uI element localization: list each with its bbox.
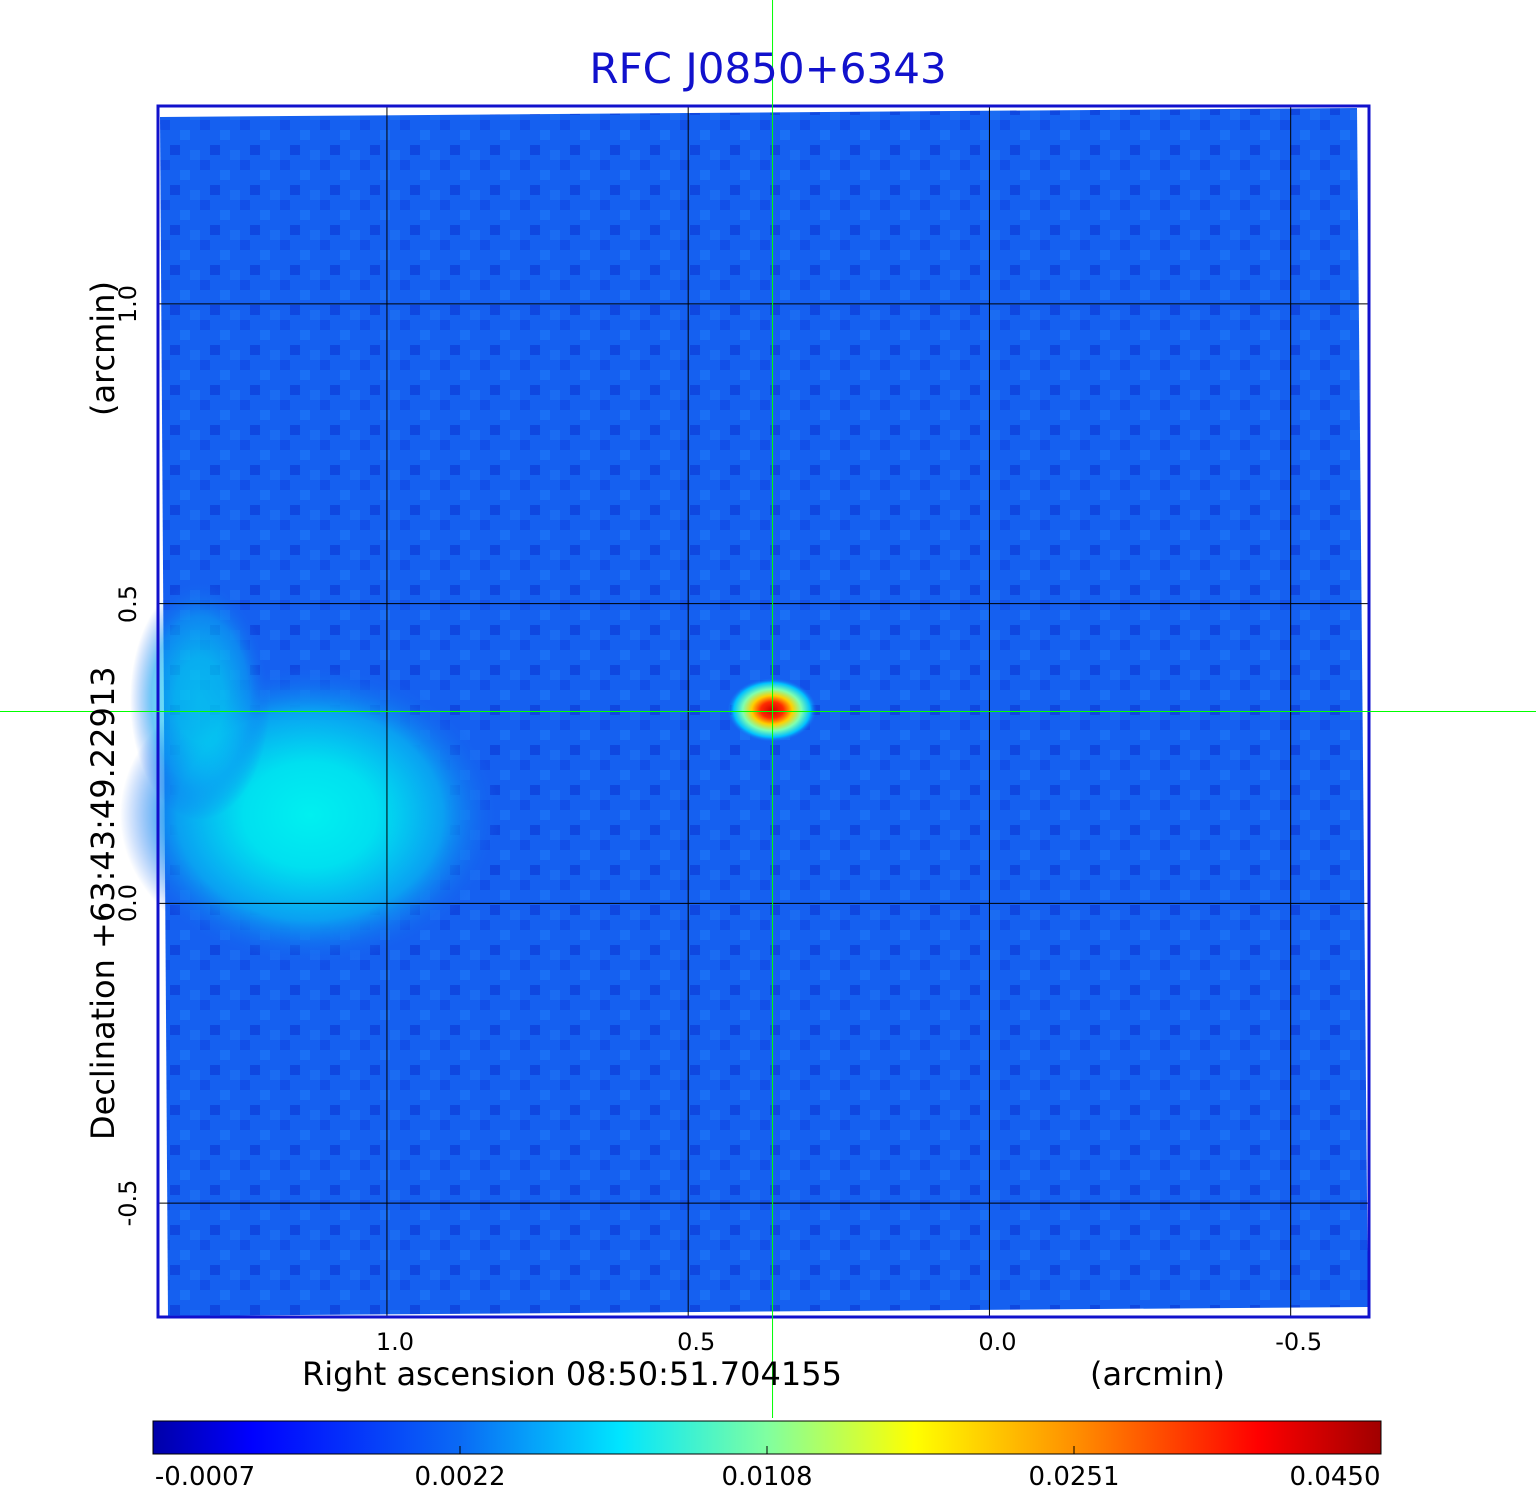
y-tick-label: -0.5 (114, 1179, 142, 1227)
y-tick-label: 1.0 (114, 284, 142, 323)
x-tick-label: 0.0 (978, 1328, 1017, 1356)
chart-title: RFC J0850+6343 (589, 44, 947, 93)
grid-lines (158, 106, 1369, 1317)
x-tick-label: 1.0 (375, 1328, 415, 1356)
colorbar-tick-label: 0.0022 (414, 1462, 506, 1492)
colorbar-tick-label: -0.0007 (154, 1462, 256, 1492)
y-tick-label: 0.5 (114, 584, 142, 623)
extended-emission-tail (130, 580, 270, 820)
x-tick-label: 0.5 (677, 1328, 716, 1356)
x-axis-unit: (arcmin) (1090, 1355, 1225, 1393)
x-axis-label: Right ascension 08:50:51.704155 (302, 1355, 842, 1393)
colorbar-ticks (152, 1446, 1382, 1454)
x-tick-label: -0.5 (1275, 1328, 1323, 1356)
colorbar-tick-label: 0.0251 (1028, 1462, 1120, 1492)
colorbar-tick-label: 0.0450 (1289, 1462, 1381, 1492)
y-tick-label: 0.0 (114, 884, 142, 923)
crosshair (0, 0, 1536, 1418)
compact-source (727, 678, 817, 742)
colorbar-tick-label: 0.0108 (721, 1462, 813, 1492)
